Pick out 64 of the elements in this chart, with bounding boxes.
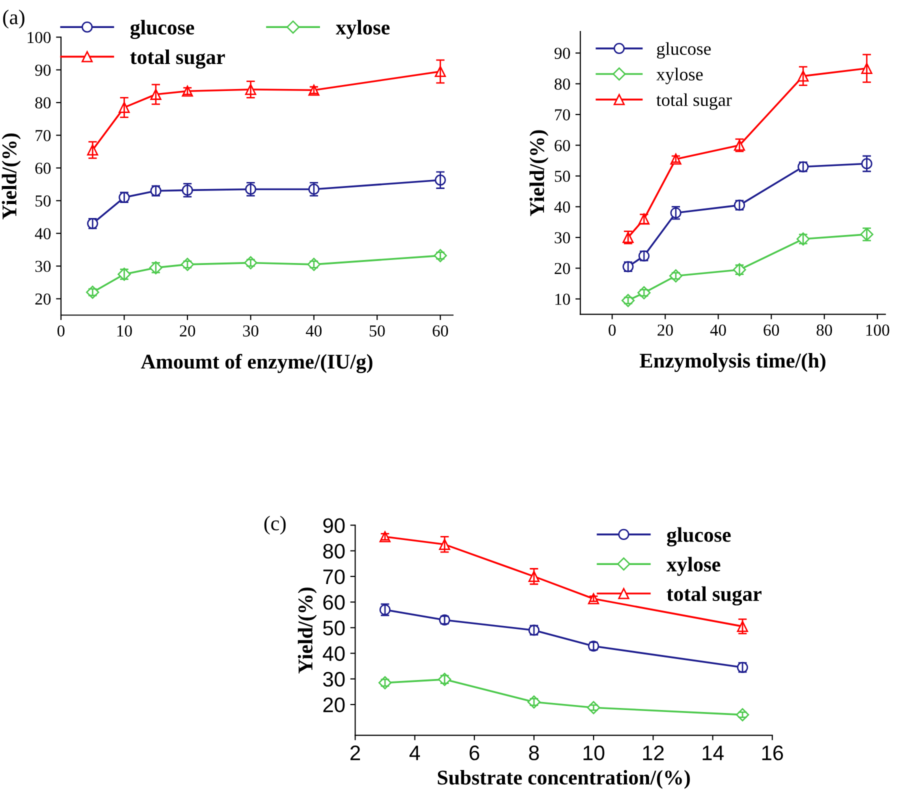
x-axis-title: Substrate concentration/(%) bbox=[438, 770, 690, 789]
y-tick-label: 70 bbox=[36, 130, 51, 142]
text: (a) bbox=[3, 10, 24, 29]
x-axis-title: Amoumt of enzyme/(IU/g) bbox=[140, 354, 372, 374]
x-tick-label: 80 bbox=[816, 324, 832, 336]
y-tick-label: 50 bbox=[554, 170, 570, 182]
y-tick-label: 20 bbox=[323, 698, 345, 712]
x-tick-label: 20 bbox=[658, 324, 673, 336]
y-tick-label: 60 bbox=[35, 162, 51, 174]
y-tick-label: 40 bbox=[34, 228, 51, 240]
x-tick-label: 50 bbox=[370, 325, 385, 337]
x-tick-label: 100 bbox=[866, 324, 890, 336]
x-tick-label: 16 bbox=[762, 746, 783, 760]
y-tick-label: 90 bbox=[35, 64, 51, 76]
x-tick-label: 0 bbox=[57, 325, 65, 337]
y-axis-title: Yield/(%) bbox=[530, 130, 548, 216]
legend-label: xylose bbox=[656, 68, 703, 84]
y-axis-title: Yield/(%) bbox=[298, 588, 317, 674]
y-tick-label: 80 bbox=[35, 97, 51, 109]
legend-label: xylose bbox=[666, 556, 720, 576]
y-tick-label: 10 bbox=[555, 294, 570, 305]
legend-label: glucose bbox=[130, 20, 194, 39]
y-tick-label: 50 bbox=[36, 195, 51, 207]
y-tick-label: 90 bbox=[554, 48, 570, 59]
x-tick-label: 2 bbox=[350, 746, 360, 760]
y-tick-label: 40 bbox=[554, 201, 570, 213]
x-tick-label: 20 bbox=[180, 325, 196, 337]
y-tick-label: 100 bbox=[28, 32, 51, 44]
legend-label: glucose bbox=[666, 527, 731, 546]
x-tick-label: 30 bbox=[243, 325, 258, 337]
y-tick-label: 30 bbox=[323, 672, 345, 687]
text: (c) bbox=[264, 516, 286, 535]
x-tick-label: 6 bbox=[470, 746, 480, 760]
x-tick-label: 10 bbox=[117, 325, 132, 337]
y-tick-label: 20 bbox=[554, 262, 570, 274]
y-tick-label: 70 bbox=[555, 109, 570, 120]
legend-label: total sugar bbox=[656, 93, 732, 110]
legend-label: xylose bbox=[336, 20, 390, 39]
x-tick-label: 8 bbox=[529, 746, 539, 760]
y-tick-label: 30 bbox=[35, 260, 51, 272]
y-tick-label: 80 bbox=[323, 544, 345, 559]
legend-label: glucose bbox=[656, 42, 711, 59]
x-tick-label: 10 bbox=[584, 746, 604, 760]
legend-label: total sugar bbox=[666, 586, 762, 606]
y-tick-label: 20 bbox=[35, 293, 51, 305]
x-tick-label: 12 bbox=[643, 746, 664, 760]
x-axis-title: Enzymolysis time/(h) bbox=[640, 353, 826, 372]
y-tick-label: 40 bbox=[322, 646, 345, 662]
y-tick-label: 60 bbox=[554, 140, 570, 152]
x-tick-label: 40 bbox=[306, 325, 322, 337]
y-tick-label: 80 bbox=[554, 78, 570, 90]
y-tick-label: 50 bbox=[323, 620, 345, 636]
x-tick-label: 14 bbox=[702, 746, 724, 760]
x-tick-label: 4 bbox=[409, 746, 420, 760]
x-tick-label: 60 bbox=[764, 324, 779, 336]
y-tick-label: 60 bbox=[323, 595, 345, 610]
x-tick-label: 60 bbox=[432, 325, 448, 337]
y-tick-label: 30 bbox=[554, 232, 570, 244]
y-axis-title: Yield/(%) bbox=[2, 133, 21, 220]
y-tick-label: 70 bbox=[323, 569, 345, 584]
y-tick-label: 90 bbox=[323, 518, 345, 533]
legend-label: total sugar bbox=[130, 50, 225, 69]
x-tick-label: 40 bbox=[710, 324, 726, 336]
x-tick-label: 0 bbox=[608, 324, 616, 336]
